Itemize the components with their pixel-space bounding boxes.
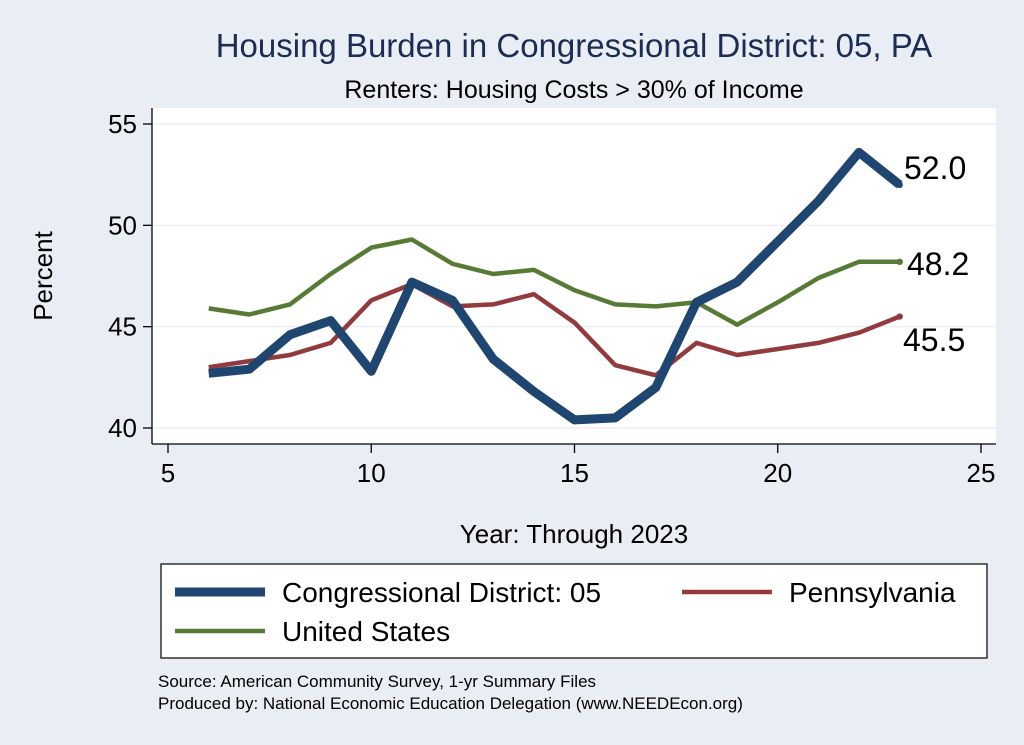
chart-subtitle: Renters: Housing Costs > 30% of Income bbox=[344, 76, 803, 104]
legend-label-1: Pennsylvania bbox=[789, 577, 956, 608]
source-note: Source: American Community Survey, 1-yr … bbox=[158, 672, 596, 691]
y-tick-label-0: 40 bbox=[108, 413, 137, 443]
legend-label-2: United States bbox=[282, 616, 450, 647]
legend: Congressional District: 05 Pennsylvania Un… bbox=[175, 577, 956, 647]
chart-title: Housing Burden in Congressional District… bbox=[216, 27, 933, 64]
x-tick-label-3: 20 bbox=[763, 458, 792, 488]
series-endpoint-2 bbox=[896, 258, 903, 266]
x-axis-title: Year: Through 2023 bbox=[460, 519, 688, 549]
x-tick-label-1: 10 bbox=[357, 458, 386, 488]
series-endpoint-1 bbox=[896, 313, 903, 320]
end-labels: 52.0 48.2 45.5 bbox=[903, 150, 969, 358]
legend-box bbox=[160, 563, 988, 659]
y-tick-label-1: 45 bbox=[108, 312, 137, 342]
x-tick-label-0: 5 bbox=[161, 458, 175, 488]
series-line-0 bbox=[208, 147, 903, 425]
series-endpoint-0 bbox=[896, 181, 903, 188]
y-tick-label-2: 50 bbox=[108, 210, 137, 240]
end-label-1: 45.5 bbox=[903, 322, 965, 358]
x-tick-label-2: 15 bbox=[560, 458, 589, 488]
end-label-2: 48.2 bbox=[907, 246, 969, 282]
legend-label-0: Congressional District: 05 bbox=[282, 577, 601, 608]
series-line-1 bbox=[208, 281, 901, 378]
plot-area bbox=[152, 108, 996, 444]
x-tick-label-4: 25 bbox=[967, 458, 996, 488]
producer-note: Produced by: National Economic Education… bbox=[158, 694, 743, 713]
end-label-0: 52.0 bbox=[904, 150, 966, 186]
y-tick-label-3: 55 bbox=[108, 109, 137, 139]
grid bbox=[152, 123, 996, 429]
series-layer bbox=[208, 147, 903, 425]
series-line-2 bbox=[208, 237, 900, 327]
y-axis-title: Percent bbox=[28, 230, 58, 320]
